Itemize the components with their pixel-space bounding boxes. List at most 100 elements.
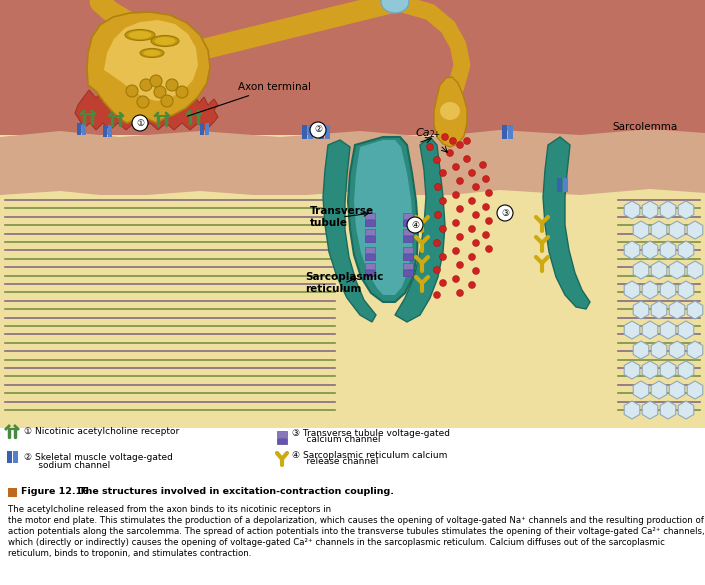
Bar xyxy=(403,247,413,253)
Circle shape xyxy=(472,184,479,191)
Bar xyxy=(365,220,375,226)
Circle shape xyxy=(434,291,441,298)
Circle shape xyxy=(486,246,493,253)
Polygon shape xyxy=(651,301,667,319)
Polygon shape xyxy=(642,401,658,419)
Bar xyxy=(308,125,313,139)
Polygon shape xyxy=(87,12,210,123)
Circle shape xyxy=(434,184,441,191)
Circle shape xyxy=(434,157,441,163)
Circle shape xyxy=(154,86,166,98)
Polygon shape xyxy=(678,401,694,419)
Bar xyxy=(502,125,507,139)
Bar xyxy=(403,236,413,242)
Polygon shape xyxy=(624,241,640,259)
Circle shape xyxy=(453,276,460,283)
Circle shape xyxy=(472,212,479,219)
Text: ④ Sarcoplasmic reticulum calcium: ④ Sarcoplasmic reticulum calcium xyxy=(292,450,448,459)
Bar xyxy=(108,125,112,137)
Text: Sarcoplasmic
reticulum: Sarcoplasmic reticulum xyxy=(305,272,384,294)
Bar xyxy=(403,229,413,235)
Polygon shape xyxy=(687,381,703,399)
Polygon shape xyxy=(660,361,676,379)
Bar xyxy=(103,125,107,137)
Circle shape xyxy=(486,218,493,225)
Polygon shape xyxy=(660,241,676,259)
Text: 2+: 2+ xyxy=(430,130,441,139)
Text: Figure 12.16: Figure 12.16 xyxy=(21,487,102,497)
Polygon shape xyxy=(669,261,685,279)
Polygon shape xyxy=(624,361,640,379)
Polygon shape xyxy=(669,381,685,399)
Circle shape xyxy=(439,170,446,177)
Bar xyxy=(557,178,562,192)
Polygon shape xyxy=(669,341,685,359)
Polygon shape xyxy=(0,0,705,135)
Bar xyxy=(82,123,86,135)
Circle shape xyxy=(434,239,441,246)
Circle shape xyxy=(457,142,463,149)
Bar xyxy=(325,125,330,139)
Polygon shape xyxy=(669,221,685,239)
Circle shape xyxy=(310,122,326,138)
Circle shape xyxy=(427,143,434,150)
Circle shape xyxy=(150,75,162,87)
Polygon shape xyxy=(624,401,640,419)
Text: sodium channel: sodium channel xyxy=(24,460,110,470)
Polygon shape xyxy=(75,90,218,130)
Bar xyxy=(0,135,705,430)
Circle shape xyxy=(441,133,448,140)
Text: Transverse
tubule: Transverse tubule xyxy=(310,206,374,228)
Circle shape xyxy=(439,280,446,287)
Circle shape xyxy=(434,267,441,274)
Bar xyxy=(365,270,375,276)
Bar xyxy=(205,123,209,135)
Circle shape xyxy=(457,290,463,297)
Polygon shape xyxy=(348,137,418,302)
Polygon shape xyxy=(678,241,694,259)
Polygon shape xyxy=(642,281,658,299)
Polygon shape xyxy=(633,381,649,399)
Circle shape xyxy=(482,176,489,183)
Polygon shape xyxy=(624,201,640,219)
Bar xyxy=(403,213,413,219)
Polygon shape xyxy=(678,321,694,339)
Polygon shape xyxy=(660,401,676,419)
Polygon shape xyxy=(434,77,467,147)
Circle shape xyxy=(453,163,460,170)
Circle shape xyxy=(132,115,148,131)
Circle shape xyxy=(140,79,152,91)
Polygon shape xyxy=(651,341,667,359)
Ellipse shape xyxy=(154,37,176,45)
Circle shape xyxy=(457,233,463,240)
Bar xyxy=(8,488,17,497)
Polygon shape xyxy=(678,361,694,379)
Polygon shape xyxy=(642,201,658,219)
Bar xyxy=(77,123,81,135)
Polygon shape xyxy=(323,140,376,322)
Text: Sarcolemma: Sarcolemma xyxy=(613,122,678,132)
Circle shape xyxy=(472,267,479,274)
Polygon shape xyxy=(624,281,640,299)
Text: The acetylcholine released from the axon binds to its nicotinic receptors in: The acetylcholine released from the axon… xyxy=(8,505,331,514)
Bar xyxy=(7,451,12,463)
Bar xyxy=(403,254,413,260)
Ellipse shape xyxy=(128,31,152,39)
Circle shape xyxy=(482,204,489,211)
Bar xyxy=(277,431,287,437)
Polygon shape xyxy=(624,321,640,339)
Circle shape xyxy=(439,225,446,232)
Bar xyxy=(365,229,375,235)
Polygon shape xyxy=(651,381,667,399)
Polygon shape xyxy=(687,341,703,359)
Polygon shape xyxy=(687,261,703,279)
Text: ① Nicotinic acetylcholine receptor: ① Nicotinic acetylcholine receptor xyxy=(24,428,179,436)
Bar xyxy=(13,451,18,463)
Circle shape xyxy=(453,191,460,198)
Polygon shape xyxy=(687,221,703,239)
Circle shape xyxy=(479,161,486,168)
Bar xyxy=(403,220,413,226)
Ellipse shape xyxy=(144,50,161,56)
Bar xyxy=(365,254,375,260)
Bar xyxy=(302,125,307,139)
